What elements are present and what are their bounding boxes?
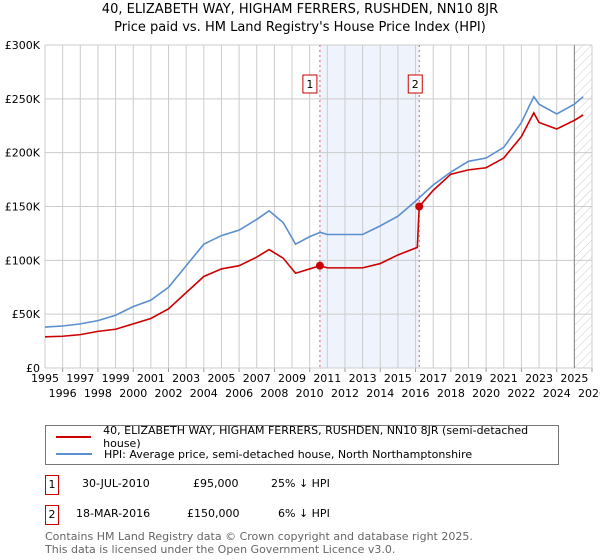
x-tick-label: 2022 xyxy=(507,387,535,400)
legend-label: 40, ELIZABETH WAY, HIGHAM FERRERS, RUSHD… xyxy=(103,424,529,450)
x-tick-label: 2007 xyxy=(243,372,271,385)
legend-swatch-red xyxy=(56,436,92,438)
x-tick-label: 2015 xyxy=(384,372,412,385)
x-tick-label: 1999 xyxy=(102,372,130,385)
x-tick-label: 2021 xyxy=(490,372,518,385)
sale-label-box xyxy=(407,74,423,94)
footer-line: This data is licensed under the Open Gov… xyxy=(45,543,396,556)
x-tick-label: 2010 xyxy=(296,387,324,400)
x-tick-label: 2024 xyxy=(543,387,571,400)
y-tick-label: £200K xyxy=(5,147,41,160)
x-tick-label: 2013 xyxy=(349,372,377,385)
price-chart: 1995 1996 1997 1998 1999 2000 2001 2002 2003 2004… xyxy=(5,39,600,400)
x-tick-label: 2003 xyxy=(172,372,200,385)
x-tick-label: 2004 xyxy=(190,387,218,400)
x-tick-label: 2025 xyxy=(560,372,588,385)
x-tick-label: 2019 xyxy=(454,372,482,385)
x-tick-label: 1995 xyxy=(31,372,59,385)
marker-badge: 2 xyxy=(45,505,59,525)
y-tick-label: £0 xyxy=(26,362,40,375)
x-tick-label: 2026 xyxy=(578,387,600,400)
transaction-delta: 25% ↓ HPI xyxy=(271,477,330,490)
x-tick-label: 2000 xyxy=(119,387,147,400)
series-line xyxy=(44,111,584,338)
legend-item-hpi: HPI: Average price, semi-detached house,… xyxy=(56,446,472,462)
legend-item-property: 40, ELIZABETH WAY, HIGHAM FERRERS, RUSHD… xyxy=(56,424,558,450)
sale-point xyxy=(415,202,424,211)
series-line xyxy=(44,95,584,328)
sale-label-box xyxy=(302,74,318,94)
x-tick-label: 2017 xyxy=(419,372,447,385)
transaction-row: 2 18-MAR-2016 £150,000 6% ↓ HPI xyxy=(45,505,445,525)
sale-label: 2 xyxy=(412,78,419,91)
legend: 40, ELIZABETH WAY, HIGHAM FERRERS, RUSHD… xyxy=(45,424,559,465)
y-tick-label: £100K xyxy=(5,254,41,267)
x-tick-label: 1997 xyxy=(66,372,94,385)
marker-badge: 1 xyxy=(45,475,59,495)
sale-label: 1 xyxy=(306,78,313,91)
x-tick-label: 2018 xyxy=(437,387,465,400)
transaction-price: £150,000 xyxy=(187,507,240,520)
x-tick-label: 2012 xyxy=(331,387,359,400)
footer-line: Contains HM Land Registry data © Crown c… xyxy=(45,530,473,543)
x-tick-label: 2008 xyxy=(260,387,288,400)
chart-title: 40, ELIZABETH WAY, HIGHAM FERRERS, RUSHD… xyxy=(101,2,499,17)
x-tick-label: 2001 xyxy=(137,372,165,385)
x-tick-label: 2002 xyxy=(155,387,183,400)
x-tick-label: 2023 xyxy=(525,372,553,385)
transaction-price: £95,000 xyxy=(193,477,239,490)
chart-subtitle: Price paid vs. HM Land Registry's House … xyxy=(114,20,486,35)
x-tick-label: 2011 xyxy=(313,372,341,385)
sale-point xyxy=(315,261,324,270)
x-tick-label: 1996 xyxy=(49,387,77,400)
y-tick-label: £50K xyxy=(12,308,41,321)
y-tick-label: £250K xyxy=(5,93,41,106)
x-tick-label: 2005 xyxy=(207,372,235,385)
x-tick-label: 1998 xyxy=(84,387,112,400)
legend-swatch-blue xyxy=(56,453,92,455)
x-tick-label: 2016 xyxy=(402,387,430,400)
y-tick-label: £300K xyxy=(5,39,41,52)
x-tick-label: 2020 xyxy=(472,387,500,400)
transaction-row: 1 30-JUL-2010 £95,000 25% ↓ HPI xyxy=(45,475,445,495)
x-tick-label: 2014 xyxy=(366,387,394,400)
x-tick-label: 2009 xyxy=(278,372,306,385)
x-tick-label: 2006 xyxy=(225,387,253,400)
transaction-delta: 6% ↓ HPI xyxy=(278,507,330,520)
footer: Contains HM Land Registry data © Crown c… xyxy=(45,530,473,556)
legend-label: HPI: Average price, semi-detached house,… xyxy=(104,447,473,461)
transaction-date: 18-MAR-2016 xyxy=(76,507,151,520)
transaction-date: 30-JUL-2010 xyxy=(82,477,150,490)
y-tick-label: £150K xyxy=(5,201,41,214)
